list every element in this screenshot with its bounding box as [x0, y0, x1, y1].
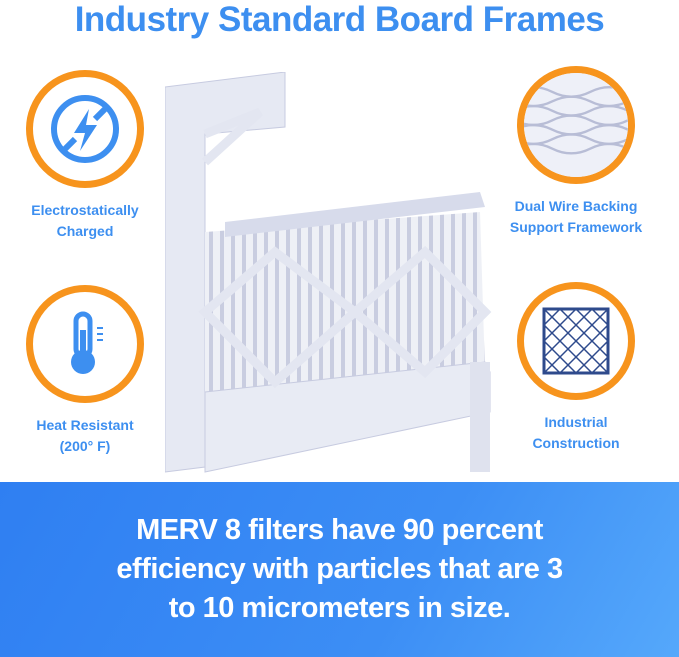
feature-label: Charged: [56, 223, 114, 239]
feature-label: Heat Resistant: [36, 417, 134, 433]
feature-industrial: Industrial Construction: [491, 282, 661, 454]
feature-ring: [26, 285, 144, 403]
feature-label: Electrostatically: [31, 202, 139, 218]
merv-info-banner: MERV 8 filters have 90 percent efficienc…: [0, 482, 679, 657]
feature-ring: [26, 70, 144, 188]
thermometer-icon: [71, 311, 103, 374]
feature-label: Support Framework: [509, 219, 643, 235]
banner-line: MERV 8 filters have 90 percent: [136, 514, 543, 546]
no-static-lightning-icon: [51, 95, 119, 163]
wire-mesh-icon: [524, 73, 628, 177]
feature-label: (200° F): [59, 438, 111, 454]
feature-ring: [517, 66, 635, 184]
feature-heat-resistant: Heat Resistant (200° F): [0, 285, 170, 457]
banner-line: efficiency with particles that are 3: [116, 553, 563, 585]
feature-electrostatic: Electrostatically Charged: [0, 70, 170, 242]
feature-label: Industrial: [544, 414, 608, 430]
page-title: Industry Standard Board Frames: [74, 0, 605, 39]
feature-label: Dual Wire Backing: [514, 198, 638, 214]
feature-label: Construction: [532, 435, 620, 451]
feature-ring: [517, 282, 635, 400]
banner-line: to 10 micrometers in size.: [168, 592, 511, 624]
feature-dual-wire: Dual Wire Backing Support Framework: [491, 66, 661, 238]
air-filter-image: [165, 72, 492, 473]
lattice-grid-icon: [542, 307, 610, 375]
